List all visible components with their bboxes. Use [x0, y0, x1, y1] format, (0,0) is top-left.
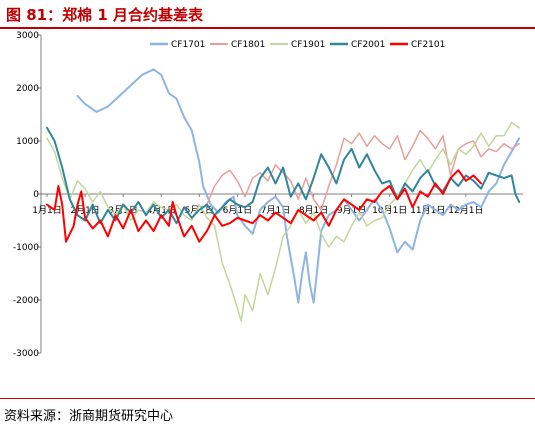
x-tick-label: 11月1日 [410, 205, 445, 216]
series-line-cf1901 [46, 121, 520, 322]
y-tick-label: 2000 [16, 84, 39, 94]
source-note: 资料来源：浙商期货研究中心 [4, 409, 174, 424]
y-axis-ticks: 3000 2000 1000 0 -1000 -2000 -3000 [13, 31, 42, 359]
legend-label-cf1901: CF1901 [291, 40, 325, 50]
y-tick-label: 3000 [16, 31, 39, 41]
series-line-cf1701 [76, 68, 521, 304]
series-lines [46, 68, 521, 322]
series-line-cf2101 [46, 169, 483, 243]
legend-label-cf1801: CF1801 [231, 40, 265, 50]
legend-label-cf2001: CF2001 [351, 40, 385, 50]
source-divider [0, 398, 535, 399]
y-tick-label: -1000 [13, 243, 39, 253]
x-tick-label: 7月1日 [261, 205, 290, 216]
y-tick-label: -3000 [13, 349, 39, 359]
x-tick-label: 2月1日 [70, 205, 99, 216]
title-divider [0, 27, 535, 29]
legend-label-cf1701: CF1701 [171, 40, 205, 50]
x-tick-label: 3月1日 [108, 205, 137, 216]
y-tick-label: 0 [33, 190, 39, 200]
series-line-cf1801 [206, 129, 520, 211]
chart-legend: CF1701 CF1801 CF1901 CF2001 CF2101 [150, 40, 445, 50]
x-tick-label: 8月1日 [299, 205, 328, 216]
y-tick-label: 1000 [16, 137, 39, 147]
legend-label-cf2101: CF2101 [411, 40, 445, 50]
basis-line-chart: 3000 2000 1000 0 -1000 -2000 -3000 1月1日 2月1日 3月1… [13, 31, 523, 359]
y-tick-label: -2000 [13, 296, 39, 306]
x-tick-label: 1月1日 [32, 205, 61, 216]
figure-title: 图 81：郑棉 1 月合约基差表 [6, 6, 203, 24]
x-tick-label: 10月1日 [372, 205, 407, 216]
x-tick-label: 4月1日 [147, 205, 176, 216]
x-tick-label: 12月1日 [448, 205, 483, 216]
